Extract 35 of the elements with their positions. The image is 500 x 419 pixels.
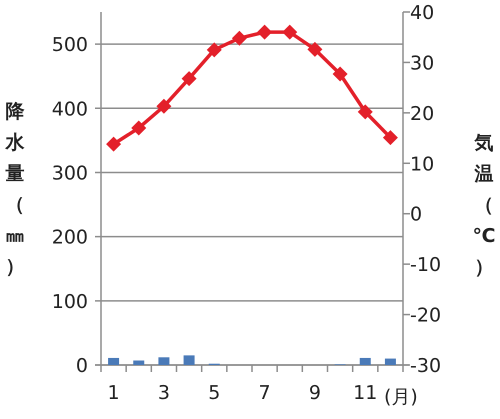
x-tick-label: 11 (353, 382, 378, 404)
y-tick-label: 0 (76, 355, 88, 377)
x-tick-label: 1 (108, 382, 120, 404)
x-tick-label: 3 (158, 382, 170, 404)
point (382, 130, 398, 146)
y2-axis-title: 気温（℃） (472, 132, 496, 278)
x-tick-label: 5 (208, 382, 220, 404)
y2-tick-label: 10 (410, 153, 434, 176)
point (358, 104, 373, 120)
point (257, 24, 272, 40)
y-tick-label: 500 (52, 34, 88, 56)
point (332, 66, 348, 82)
y2-tick-label: 20 (410, 102, 434, 125)
point (156, 98, 172, 114)
y-tick-label: 300 (52, 162, 88, 184)
point (307, 42, 322, 57)
point (282, 24, 298, 40)
y2-tick-label: 40 (410, 2, 434, 24)
point (131, 120, 146, 136)
y-tick-label: 100 (52, 290, 88, 313)
y2-tick-label: -30 (410, 355, 442, 377)
point (206, 42, 222, 58)
y2-tick-label: 30 (410, 52, 434, 74)
y2-tick-label: -20 (410, 304, 442, 327)
y-tick-label: 200 (52, 226, 88, 249)
point (232, 30, 247, 46)
x-tick-label: 9 (308, 382, 321, 404)
y-axis-title: 降水量（㎜） (4, 100, 26, 278)
x-tick-label: 7 (258, 382, 271, 404)
x-axis-title: (月) (384, 386, 418, 408)
y2-tick-label: -10 (410, 254, 442, 276)
point (182, 71, 197, 86)
point (106, 136, 122, 152)
y-tick-label: 400 (52, 98, 88, 120)
y2-tick-label: 0 (410, 204, 422, 226)
